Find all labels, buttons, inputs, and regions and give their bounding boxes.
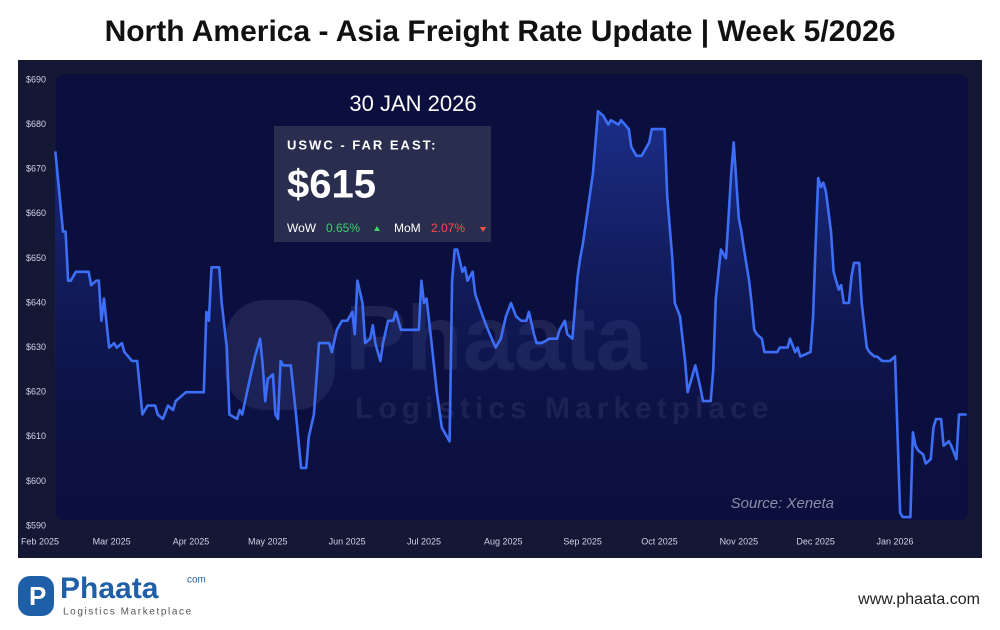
info-box: [274, 126, 491, 242]
plot: $590 $600 $610 $620 $630 $640 $650 $660 $670 $680…: [21, 74, 967, 546]
x-tick-label: Apr 2025: [173, 536, 210, 546]
down-arrow: [480, 227, 486, 232]
x-tick-label: Feb 2025: [21, 536, 59, 546]
area-shade: [55, 111, 967, 526]
footer-brand: Phaata: [60, 572, 159, 605]
x-tick-label: Jul 2025: [407, 536, 441, 546]
price-label: $615: [287, 163, 376, 207]
x-tick-label: Dec 2025: [796, 536, 835, 546]
logo-letter: P: [29, 581, 46, 611]
route-label: USWC - FAR EAST:: [287, 137, 437, 152]
y-tick-label: $670: [26, 164, 46, 174]
footer-website: www.phaata.com: [857, 591, 980, 608]
y-tick-label: $610: [26, 431, 46, 441]
x-tick-label: May 2025: [248, 536, 288, 546]
up-arrow: [374, 226, 380, 231]
y-tick-label: $650: [26, 253, 46, 263]
footer-suffix: com: [187, 575, 206, 586]
y-tick-label: $640: [26, 297, 46, 307]
wow-value: 0.65%: [326, 221, 360, 235]
mom-value: 2.07%: [431, 221, 465, 235]
y-tick-label: $600: [26, 476, 46, 486]
x-tick-label: Oct 2025: [641, 536, 678, 546]
x-tick-label: Jun 2025: [329, 536, 366, 546]
mom-label: MoM: [394, 221, 421, 235]
source-label: Source: Xeneta: [731, 495, 834, 512]
logo-icon: [18, 576, 54, 616]
y-tick-label: $620: [26, 387, 46, 397]
x-tick-label: Mar 2025: [93, 536, 131, 546]
y-tick-label: $690: [26, 74, 46, 84]
footer-tagline: Logistics Marketplace: [63, 607, 193, 618]
line: [54, 109, 967, 519]
wow-label: WoW: [287, 221, 317, 235]
y-tick-label: $630: [26, 342, 46, 352]
date-label: 30 JAN 2026: [349, 91, 476, 116]
y-tick-label: $660: [26, 208, 46, 218]
x-tick-label: Sep 2025: [563, 536, 602, 546]
x-tick-label: Aug 2025: [484, 536, 523, 546]
y-tick-label: $680: [26, 119, 46, 129]
footer-logo: P Phaata com Logistics Marketplace: [18, 572, 206, 618]
page-title: North America - Asia Freight Rate Update…: [105, 15, 896, 48]
x-tick-label: Nov 2025: [720, 536, 759, 546]
y-tick-label: $590: [26, 520, 46, 530]
x-tick-label: Jan 2026: [876, 536, 913, 546]
